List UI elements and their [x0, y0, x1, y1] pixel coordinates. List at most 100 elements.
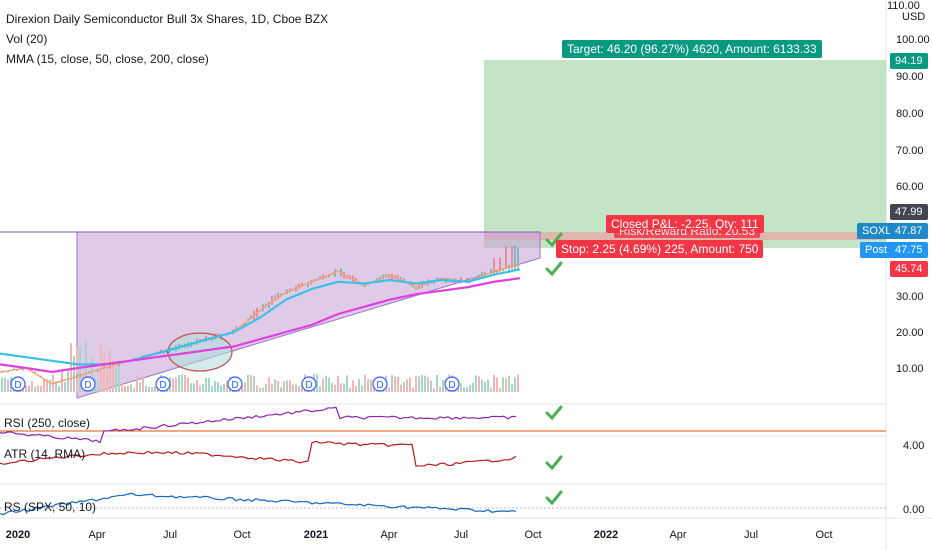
volume-bar	[406, 379, 408, 392]
volume-bar	[67, 371, 69, 392]
volume-bar	[340, 383, 342, 392]
rsi-line	[0, 406, 517, 444]
price-axis-tick: 60.00	[896, 181, 924, 193]
volume-bar	[214, 380, 216, 392]
volume-bar	[175, 377, 177, 392]
session-tag: Post	[860, 242, 893, 258]
volume-bar	[274, 379, 276, 392]
volume-bar	[367, 379, 369, 392]
volume-bar	[25, 385, 27, 392]
volume-bar	[193, 383, 195, 392]
time-axis-tick: Jul	[163, 529, 177, 541]
volume-bar	[514, 377, 516, 392]
volume-bar	[466, 387, 468, 392]
time-axis-tick: Oct	[233, 529, 250, 541]
time-axis-tick: Apr	[669, 529, 686, 541]
volume-bar	[247, 374, 249, 392]
volume-bar	[436, 375, 438, 392]
volume-bar	[361, 385, 363, 392]
stop-label[interactable]: Stop: 2.25 (4.69%) 225, Amount: 750	[556, 240, 764, 258]
volume-bar	[427, 377, 429, 392]
volume-bar	[73, 355, 75, 392]
entry-price-tag: 47.99	[890, 204, 928, 220]
volume-bar	[292, 384, 294, 392]
volume-bar	[49, 379, 51, 392]
time-axis-tick: 2020	[6, 529, 30, 541]
price-axis-tick: 90.00	[896, 71, 924, 83]
checkmark-icon	[545, 232, 563, 248]
dividend-marker-label: D	[231, 380, 238, 391]
volume-bar	[46, 380, 48, 392]
dividend-marker-icon	[80, 376, 96, 392]
volume-bar	[430, 380, 432, 392]
rs-pane-label[interactable]: RS (SPX, 50, 10)	[4, 500, 97, 514]
volume-bar	[472, 382, 474, 392]
volume-bar	[349, 387, 351, 392]
risk-reward-label[interactable]: Risk/Reward Ratio: 20.53	[614, 229, 761, 238]
volume-bar	[202, 383, 204, 392]
stop-price-tag: 45.74	[890, 261, 928, 277]
target-label[interactable]: Target: 46.20 (96.27%) 4620, Amount: 613…	[562, 40, 822, 58]
volume-bar	[322, 378, 324, 392]
dividend-marker-label: D	[376, 380, 383, 391]
legend-volume[interactable]: Vol (20)	[6, 32, 48, 46]
volume-bar	[481, 379, 483, 392]
volume-bar	[4, 377, 6, 392]
volume-bar	[181, 374, 183, 392]
volume-bar	[337, 375, 339, 392]
volume-bar	[205, 378, 207, 392]
time-axis-ticks: 2020 Apr Jul Oct 2021 Apr Jul Oct 2022 Apr Jul Oct	[6, 529, 833, 541]
volume-bar	[40, 385, 42, 392]
legend-mma[interactable]: MMA (15, close, 50, close, 200, close)	[6, 52, 209, 66]
rsi-pane-label[interactable]: RSI (250, close)	[4, 416, 91, 430]
volume-bar	[265, 383, 267, 392]
volume-bar	[295, 384, 297, 392]
volume-bar	[493, 374, 495, 392]
volume-bar	[415, 375, 417, 392]
volume-bar	[244, 382, 246, 392]
volume-bar	[91, 357, 93, 392]
dividend-marker-icon	[301, 376, 317, 392]
volume-bar	[283, 381, 285, 392]
dividend-marker-label: D	[14, 380, 21, 391]
volume-bar	[403, 382, 405, 392]
volume-bar	[136, 374, 138, 392]
rs-line	[0, 492, 517, 515]
volume-bar	[268, 377, 270, 392]
volume-bar	[499, 387, 501, 392]
volume-bar	[409, 377, 411, 392]
closed-pnl-label[interactable]: Closed P&L: -2.25, Qty: 111	[606, 215, 764, 233]
time-axis-tick: Oct	[524, 529, 541, 541]
checkmarks	[545, 232, 563, 506]
volume-bar	[460, 383, 462, 392]
volume-bar	[316, 374, 318, 392]
volume-bar	[208, 377, 210, 392]
price-axis-tick: 80.00	[896, 108, 924, 120]
volume-bar	[133, 387, 135, 392]
price-axis-tick: 20.00	[896, 327, 924, 339]
checkmark-icon	[545, 455, 563, 471]
time-axis-tick: 2021	[304, 529, 328, 541]
volume-bar	[496, 377, 498, 392]
volume-bar	[172, 378, 174, 392]
volume-bar	[475, 375, 477, 392]
currency-label: USD	[902, 11, 926, 23]
volume-bar	[241, 385, 243, 392]
time-axis-tick: Apr	[380, 529, 397, 541]
price-axis-tick: 70.00	[896, 145, 924, 157]
price-axis-tick: 100.00	[896, 34, 930, 46]
volume-bar	[355, 385, 357, 392]
volume-bar	[151, 387, 153, 392]
volume-bar	[478, 376, 480, 392]
volume-bar	[277, 381, 279, 392]
volume-bar	[331, 383, 333, 392]
volume-bar	[325, 375, 327, 392]
volume-bar	[484, 382, 486, 392]
volume-bar	[412, 387, 414, 392]
volume-bar	[223, 383, 225, 392]
atr-pane-label[interactable]: ATR (14, RMA)	[4, 447, 86, 461]
time-axis-tick: Apr	[88, 529, 105, 541]
last-price-tag: 47.87	[890, 223, 928, 239]
